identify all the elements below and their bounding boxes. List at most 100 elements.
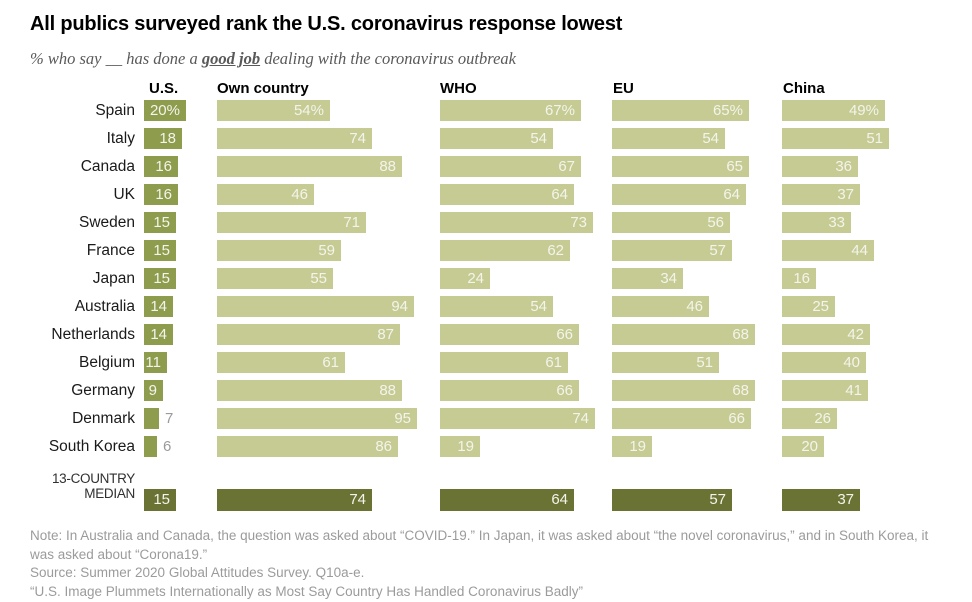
- bar-value: 46: [291, 186, 308, 203]
- column-header-own-country: Own country: [217, 80, 309, 97]
- bar-value: 88: [379, 382, 396, 399]
- bar-value: 19: [629, 438, 646, 455]
- bar: 37: [782, 184, 860, 205]
- bar: 11: [144, 352, 167, 373]
- bar: 26: [782, 408, 837, 429]
- chart-row: Sweden 15 71 73 56 33: [0, 212, 972, 240]
- footer-note: Note: In Australia and Canada, the quest…: [30, 528, 929, 562]
- bar: [144, 408, 159, 429]
- chart-row: Australia 14 94 54 46 25: [0, 296, 972, 324]
- bar: 25: [782, 296, 835, 317]
- bar: 64: [440, 489, 574, 511]
- bar: 54: [612, 128, 725, 149]
- bar: 67: [440, 156, 581, 177]
- bar-value: 66: [556, 326, 573, 343]
- bar-value: 54%: [293, 102, 324, 119]
- bar: 46: [612, 296, 709, 317]
- bar: 19: [440, 436, 480, 457]
- bar: 16: [144, 184, 178, 205]
- subtitle-pre: % who say __ has done a: [30, 49, 202, 68]
- bar-value: 16: [793, 270, 810, 287]
- chart-row: Belgium 11 61 61 51 40: [0, 352, 972, 380]
- bar: 54: [440, 296, 553, 317]
- column-header-china: China: [783, 80, 825, 97]
- bar: 57: [612, 489, 732, 511]
- bar: 61: [217, 352, 345, 373]
- bar-value: 20: [801, 438, 818, 455]
- bar: [144, 436, 157, 457]
- bar: 68: [612, 324, 755, 345]
- bar-value: 95: [394, 410, 411, 427]
- bar-value: 87: [377, 326, 394, 343]
- bar: 49%: [782, 100, 885, 121]
- page-title: All publics surveyed rank the U.S. coron…: [30, 13, 623, 35]
- subtitle-highlight: good job: [201, 49, 261, 68]
- bar: 15: [144, 489, 176, 511]
- bar-value: 25: [812, 298, 829, 315]
- bar-value: 20%: [149, 102, 180, 119]
- bar: 15: [144, 268, 176, 289]
- row-label: Denmark: [72, 410, 135, 427]
- bar: 44: [782, 240, 874, 261]
- chart-row: France 15 59 62 57 44: [0, 240, 972, 268]
- bar-value: 24: [467, 270, 484, 287]
- chart-footer: Note: In Australia and Canada, the quest…: [30, 527, 942, 601]
- bar-value: 88: [379, 158, 396, 175]
- bar-value: 54: [530, 298, 547, 315]
- bar-value: 56: [707, 214, 724, 231]
- bar-value: 40: [843, 354, 860, 371]
- bar-value: 74: [572, 410, 589, 427]
- bar-value: 51: [866, 130, 883, 147]
- bar: 64: [612, 184, 746, 205]
- bar: 62: [440, 240, 570, 261]
- bar-value: 34: [660, 270, 677, 287]
- bar: 51: [612, 352, 719, 373]
- bar-value: 74: [349, 130, 366, 147]
- bar: 66: [612, 408, 751, 429]
- chart-row: Spain 20% 54% 67% 65% 49%: [0, 100, 972, 128]
- bar: 18: [144, 128, 182, 149]
- bar-value: 61: [322, 354, 339, 371]
- row-label: Netherlands: [51, 326, 135, 343]
- median-row: 13-COUNTRY MEDIAN 15 74 64 57 37: [0, 469, 972, 513]
- bar-value: 37: [837, 186, 854, 203]
- bar-value: 66: [728, 410, 745, 427]
- chart-row: Denmark 7 95 74 66 26: [0, 408, 972, 436]
- row-label: Sweden: [78, 214, 135, 231]
- bar: 16: [782, 268, 816, 289]
- bar-value: 67%: [544, 102, 575, 119]
- bar: 66: [440, 380, 579, 401]
- bar: 86: [217, 436, 398, 457]
- bar-value: 59: [318, 242, 335, 259]
- bar-value: 65: [726, 158, 743, 175]
- bar-value: 15: [153, 270, 170, 287]
- bar: 54: [440, 128, 553, 149]
- bar-value: 94: [391, 298, 408, 315]
- bar: 14: [144, 296, 173, 317]
- bar-value: 86: [375, 438, 392, 455]
- column-header-eu: EU: [613, 80, 634, 97]
- bar: 87: [217, 324, 400, 345]
- bar-value: 44: [851, 242, 868, 259]
- row-label: South Korea: [48, 438, 135, 455]
- bar-value: 71: [343, 214, 360, 231]
- subtitle-post: dealing with the coronavirus outbreak: [260, 49, 516, 68]
- bar: 16: [144, 156, 178, 177]
- column-headers: U.S. Own country WHO EU China: [0, 80, 972, 97]
- row-label: UK: [113, 186, 135, 203]
- bar: 59: [217, 240, 341, 261]
- bar-value: 68: [732, 326, 749, 343]
- bar: 36: [782, 156, 858, 177]
- bar: 64: [440, 184, 574, 205]
- row-label: France: [86, 242, 135, 259]
- bar: 37: [782, 489, 860, 511]
- bar-value: 65%: [712, 102, 743, 119]
- bar: 33: [782, 212, 851, 233]
- bar-value: 18: [159, 130, 176, 147]
- bar: 20%: [144, 100, 186, 121]
- bar-value: 67: [558, 158, 575, 175]
- chart-row: UK 16 46 64 64 37: [0, 184, 972, 212]
- bar-value: 54: [530, 130, 547, 147]
- median-label: 13-COUNTRY MEDIAN: [51, 471, 135, 501]
